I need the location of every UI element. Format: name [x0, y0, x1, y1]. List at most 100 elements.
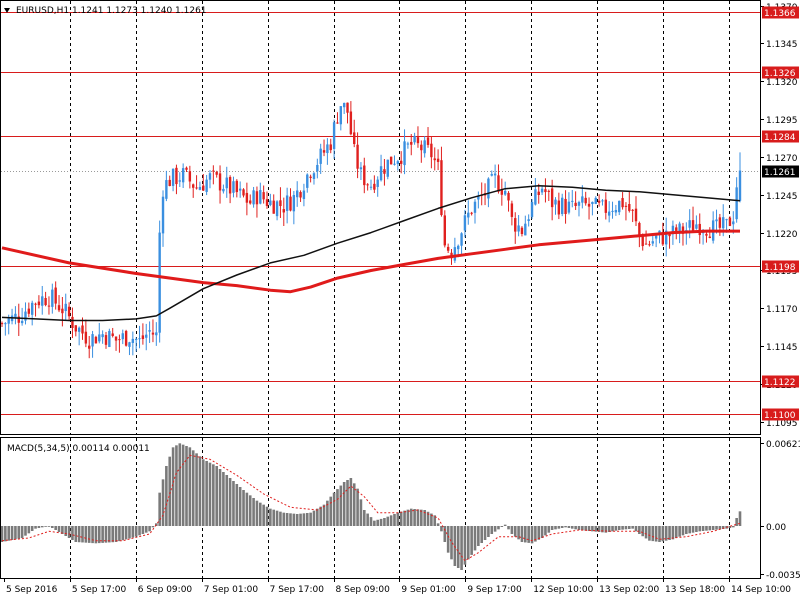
macd-bar	[493, 526, 497, 532]
macd-bar	[94, 526, 98, 544]
macd-bar	[84, 526, 88, 543]
macd-bar	[332, 492, 336, 526]
bull-candle	[457, 245, 460, 250]
bear-candle	[346, 102, 349, 113]
bear-candle	[634, 208, 638, 222]
macd-bar	[534, 526, 537, 542]
bull-candle	[302, 190, 306, 200]
macd-bar	[466, 526, 470, 560]
bear-candle	[212, 170, 215, 172]
macd-bar	[57, 526, 61, 532]
macd-bar	[587, 526, 591, 531]
macd-bar	[691, 526, 695, 533]
bull-candle	[530, 202, 534, 217]
bear-candle	[228, 177, 232, 194]
bear-candle	[192, 184, 195, 188]
macd-bar	[114, 526, 118, 542]
macd-bar	[544, 526, 547, 536]
bear-candle	[547, 190, 550, 192]
macd-bar	[403, 510, 406, 526]
bear-candle	[57, 305, 61, 311]
macd-bar	[695, 526, 698, 532]
macd-bar	[252, 498, 255, 526]
macd-bar	[141, 526, 145, 534]
bull-candle	[561, 197, 564, 215]
macd-bar	[44, 526, 47, 527]
macd-bar	[245, 492, 249, 526]
bull-candle	[238, 188, 242, 191]
bull-candle	[695, 224, 698, 229]
time-tick-label: 6 Sep 09:00	[138, 585, 193, 595]
bear-candle	[624, 205, 628, 207]
macd-tick-label: 0.00	[766, 523, 786, 533]
macd-bar	[198, 456, 202, 526]
price-tick-label: 1.1145	[766, 343, 798, 353]
macd-bar	[362, 510, 366, 526]
macd-bar	[259, 502, 262, 526]
time-tick-label: 14 Sep 10:00	[731, 585, 791, 595]
macd-bar	[678, 526, 681, 537]
macd-bar	[188, 447, 192, 526]
macd-bar	[255, 500, 259, 526]
macd-bar	[27, 526, 31, 534]
bull-candle	[20, 320, 24, 324]
macd-bar	[513, 526, 517, 537]
bull-candle	[198, 186, 202, 190]
macd-bar	[634, 526, 638, 532]
macd-bar	[423, 510, 426, 526]
macd-bar	[225, 475, 229, 526]
bull-candle	[312, 173, 316, 179]
macd-bar	[74, 526, 78, 542]
bull-candle	[4, 323, 7, 325]
level-tag-label: 1.1366	[764, 9, 796, 19]
level-tag-label: 1.1326	[764, 69, 796, 79]
bull-candle	[467, 212, 470, 218]
bull-candle	[678, 223, 681, 233]
time-tick-label: 13 Sep 02:00	[599, 585, 659, 595]
bear-candle	[420, 144, 423, 151]
bear-candle	[47, 305, 51, 307]
macd-bar	[698, 526, 702, 532]
bear-candle	[433, 158, 436, 161]
macd-bar	[550, 526, 554, 530]
bull-candle	[171, 168, 175, 186]
bull-candle	[285, 195, 289, 211]
macd-bar	[81, 526, 84, 543]
macd-bar	[222, 472, 225, 526]
macd-bar	[54, 526, 57, 530]
bear-candle	[289, 196, 292, 211]
bear-candle	[430, 143, 433, 158]
macd-bar	[91, 526, 94, 544]
macd-axis: 0.00621 0.00 -0.00357	[760, 440, 800, 581]
bear-candle	[202, 185, 205, 191]
bear-candle	[550, 188, 554, 208]
time-tick-label: 9 Sep 17:00	[467, 585, 522, 595]
bear-candle	[383, 169, 386, 174]
bear-candle	[218, 173, 222, 191]
current-price-label: 1.1261	[764, 168, 796, 178]
macd-bar	[97, 526, 101, 544]
macd-bar	[664, 526, 668, 541]
macd-bar	[275, 510, 279, 526]
bear-candle	[309, 176, 312, 178]
macd-histogram	[0, 443, 742, 570]
macd-bar	[601, 526, 604, 533]
triangle-down-icon[interactable]	[4, 8, 10, 13]
time-tick-label: 12 Sep 10:00	[533, 585, 593, 595]
main-plot-frame	[0, 0, 761, 435]
time-tick-label: 5 Sep 2016	[6, 585, 58, 595]
bull-candle	[413, 135, 416, 143]
bull-candle	[14, 313, 17, 318]
bull-candle	[524, 223, 527, 236]
macd-bar	[269, 508, 272, 526]
bear-candle	[322, 150, 326, 153]
macd-bar	[470, 526, 473, 555]
macd-tick-label: -0.00357	[766, 571, 800, 581]
macd-bar	[165, 466, 168, 526]
macd-bar	[305, 513, 309, 526]
price-tick-label: 1.1345	[766, 40, 798, 50]
level-tag-label: 1.1284	[764, 133, 796, 143]
level-tag	[762, 408, 799, 421]
macd-bar	[37, 526, 41, 528]
